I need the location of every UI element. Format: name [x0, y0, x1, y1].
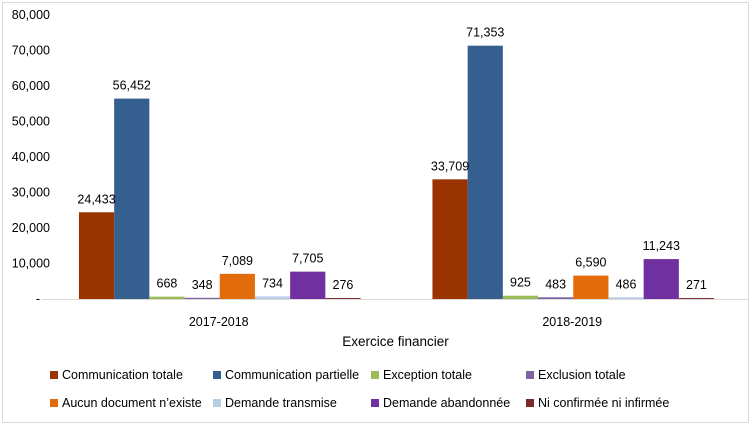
bar-aucun-document-n-existe-2018-2019 [573, 275, 609, 299]
legend-label: Ni confirmée ni infirmée [538, 396, 670, 410]
data-label: 276 [333, 278, 354, 292]
legend-label: Communication partielle [225, 368, 360, 382]
legend-swatch [213, 371, 221, 379]
legend-label: Exclusion totale [538, 368, 626, 382]
bar-demande-abandonn-e-2017-2018 [290, 271, 326, 299]
y-tick-label: 60,000 [12, 79, 50, 93]
bar-ni-confirm-e-ni-infirm-e-2018-2019 [678, 298, 715, 299]
data-labels: 24,433 56,452 668 348 7,089 734 7,705 276 33,709… [77, 26, 706, 292]
data-label: 486 [616, 277, 637, 291]
data-label: 483 [545, 277, 566, 291]
y-tick-label: - [36, 292, 40, 306]
legend-label: Communication totale [62, 368, 183, 382]
legend-item: Communication partielle [213, 368, 359, 382]
bar-communication-totale-2017-2018 [78, 212, 115, 299]
y-axis-ticks: - 10,000 20,000 30,000 40,000 50,000 60,000 70,… [12, 8, 50, 306]
data-label: 668 [157, 277, 178, 291]
legend-label: Aucun document n’existe [62, 396, 202, 410]
data-label: 271 [686, 278, 707, 292]
data-label: 925 [510, 276, 531, 290]
bar-ni-confirm-e-ni-infirm-e-2017-2018 [325, 298, 361, 299]
legend-swatch [371, 371, 379, 379]
bar-exception-totale-2018-2019 [502, 295, 539, 299]
x-axis-ticks: 2017-2018 2018-2019 [189, 315, 602, 329]
x-tick-label: 2017-2018 [189, 315, 249, 329]
y-tick-label: 20,000 [12, 221, 50, 235]
bar-communication-partielle-2017-2018 [114, 98, 150, 299]
data-label: 7,705 [292, 252, 323, 266]
legend-item: Demande transmise [213, 396, 337, 410]
y-tick-label: 80,000 [12, 8, 50, 22]
legend-label: Demande abandonnée [383, 396, 511, 410]
data-label: 7,089 [222, 254, 253, 268]
bar-aucun-document-n-existe-2017-2018 [219, 273, 255, 299]
bar-exclusion-totale-2017-2018 [184, 297, 220, 299]
bar-communication-totale-2018-2019 [432, 179, 468, 299]
data-label: 6,590 [575, 256, 606, 270]
data-label: 11,243 [643, 239, 680, 253]
data-label: 734 [262, 276, 283, 290]
legend-item: Aucun document n’existe [50, 396, 202, 410]
bar-demande-transmise-2017-2018 [254, 296, 291, 299]
legend-item: Exclusion totale [526, 368, 626, 382]
legend-swatch [526, 399, 534, 407]
data-label: 348 [192, 278, 213, 292]
bar-demande-transmise-2018-2019 [608, 297, 644, 299]
bar-exclusion-totale-2018-2019 [538, 297, 574, 299]
legend-swatch [526, 371, 534, 379]
x-tick-label: 2018-2019 [542, 315, 602, 329]
y-tick-label: 40,000 [12, 150, 50, 164]
legend-label: Exception totale [383, 368, 472, 382]
bar-demande-abandonn-e-2018-2019 [643, 259, 679, 299]
legend-swatch [213, 399, 221, 407]
y-tick-label: 50,000 [12, 115, 50, 129]
data-label: 24,433 [77, 192, 115, 206]
bar-exception-totale-2017-2018 [149, 296, 185, 299]
legend-swatch [371, 399, 379, 407]
data-label: 56,452 [113, 79, 151, 93]
x-axis-title: Exercice financier [342, 334, 449, 349]
legend-swatch [50, 371, 58, 379]
legend-item: Ni confirmée ni infirmée [526, 396, 669, 410]
legend-item: Demande abandonnée [371, 396, 510, 410]
legend-swatch [50, 399, 58, 407]
legend-item: Communication totale [50, 368, 183, 382]
bar-communication-partielle-2018-2019 [467, 45, 503, 299]
legend-item: Exception totale [371, 368, 472, 382]
data-label: 33,709 [431, 159, 469, 173]
y-tick-label: 30,000 [12, 186, 50, 200]
bars [78, 45, 715, 299]
y-tick-label: 10,000 [12, 257, 50, 271]
data-label: 71,353 [466, 26, 504, 40]
legend-label: Demande transmise [225, 396, 337, 410]
y-tick-label: 70,000 [12, 44, 50, 58]
